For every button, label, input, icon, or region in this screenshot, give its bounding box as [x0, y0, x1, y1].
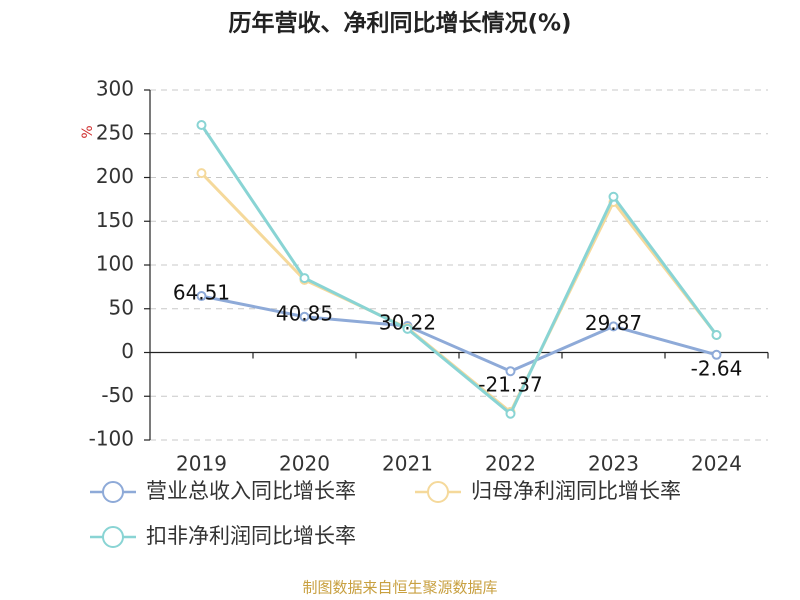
point: [505, 366, 516, 377]
y-tick-label: -50: [101, 383, 134, 407]
point: [299, 311, 310, 322]
data-label: 30.22: [379, 311, 436, 335]
y-tick-label: 200: [96, 164, 134, 188]
chart-title: 历年营收、净利同比增长情况(%): [228, 10, 571, 37]
legend-label: 归母净利润同比增长率: [471, 479, 681, 503]
x-tick-label: 2019: [176, 452, 227, 476]
point: [711, 330, 722, 340]
source: 制图数据来自恒生聚源数据库: [302, 579, 497, 597]
x-tick-label: 2020: [279, 452, 330, 476]
y-tick-label: -100: [89, 427, 134, 451]
legend-label: 营业总收入同比增长率: [146, 479, 356, 503]
y-tick-label: 0: [121, 339, 134, 363]
x-tick-label: 2023: [588, 452, 639, 476]
series-line: [200, 124, 718, 417]
x-tick-label: 2021: [382, 452, 433, 476]
data-label: -2.64: [691, 356, 743, 380]
y-tick-label: 150: [96, 208, 134, 232]
y-axis-label: %: [80, 125, 96, 138]
point: [505, 408, 516, 419]
y-tick-label: 100: [96, 252, 134, 276]
data-label: 64.51: [173, 281, 230, 305]
legend-marker: [427, 481, 449, 503]
legend-label: 扣非净利润同比增长率: [146, 524, 356, 548]
y-tick-label: 50: [109, 295, 134, 319]
point: [196, 291, 207, 302]
point: [711, 349, 722, 360]
point: [402, 323, 413, 334]
data-label: 40.85: [276, 301, 333, 325]
point: [196, 168, 207, 179]
legend-marker: [102, 526, 124, 548]
x-tick-label: 2022: [485, 452, 536, 476]
series-line: [200, 172, 718, 415]
y-tick-label: 250: [96, 120, 134, 144]
point: [608, 191, 619, 202]
y-tick-label: 300: [96, 77, 134, 101]
data-label: -21.37: [478, 373, 542, 397]
point: [608, 321, 619, 332]
data-label: 29.87: [585, 311, 642, 335]
legend-marker: [102, 481, 124, 503]
x-tick-label: 2024: [691, 452, 742, 476]
point: [299, 273, 310, 284]
point: [196, 120, 207, 130]
series-line: [201, 294, 717, 373]
